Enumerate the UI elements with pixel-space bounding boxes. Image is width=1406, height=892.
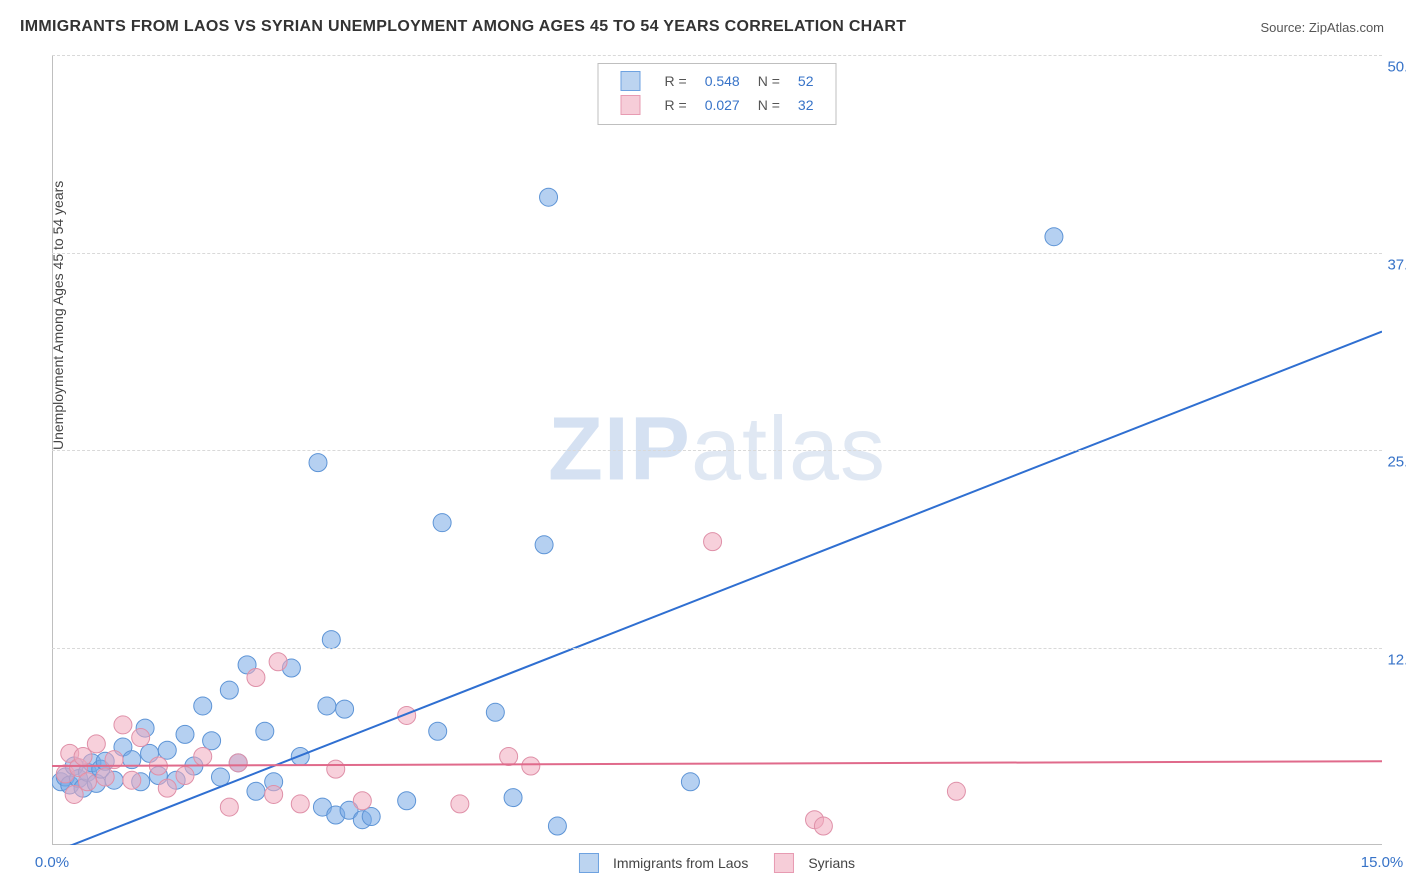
data-point (704, 533, 722, 551)
data-point (265, 785, 283, 803)
data-point (433, 514, 451, 532)
legend-stats-row: R =0.027N =32 (613, 94, 822, 116)
data-point (176, 766, 194, 784)
data-point (158, 779, 176, 797)
legend-stats-row: R =0.548N =52 (613, 70, 822, 92)
data-point (256, 722, 274, 740)
y-tick-label: 50.0% (1387, 59, 1406, 76)
plot-area: 12.5%25.0%37.5%50.0%0.0%15.0% (52, 55, 1382, 845)
legend-series: Immigrants from Laos Syrians (579, 853, 855, 873)
trend-line (52, 761, 1382, 766)
grid-line (52, 450, 1382, 451)
data-point (522, 757, 540, 775)
data-point (429, 722, 447, 740)
chart-container: Unemployment Among Ages 45 to 54 years Z… (52, 55, 1382, 845)
y-tick-label: 25.0% (1387, 454, 1406, 471)
data-point (548, 817, 566, 835)
legend-swatch (621, 95, 641, 115)
data-point (194, 697, 212, 715)
legend-series-item: Immigrants from Laos (579, 853, 748, 873)
data-point (486, 703, 504, 721)
legend-series-label: Immigrants from Laos (613, 855, 748, 871)
data-point (220, 798, 238, 816)
n-label: N = (750, 94, 788, 116)
data-point (114, 716, 132, 734)
n-label: N = (750, 70, 788, 92)
data-point (336, 700, 354, 718)
data-point (535, 536, 553, 554)
data-point (504, 789, 522, 807)
data-point (269, 653, 287, 671)
data-point (451, 795, 469, 813)
legend-stats-table: R =0.548N =52R =0.027N =32 (611, 68, 824, 118)
data-point (398, 792, 416, 810)
x-tick-label: 15.0% (1361, 854, 1404, 871)
r-value: 0.548 (697, 70, 748, 92)
n-value: 52 (790, 70, 822, 92)
data-point (500, 748, 518, 766)
data-point (318, 697, 336, 715)
legend-stats: R =0.548N =52R =0.027N =32 (598, 63, 837, 125)
data-point (1045, 228, 1063, 246)
data-point (229, 754, 247, 772)
data-point (123, 771, 141, 789)
x-tick-label: 0.0% (35, 854, 69, 871)
data-point (176, 725, 194, 743)
trend-line (52, 332, 1382, 846)
data-point (194, 748, 212, 766)
data-point (158, 741, 176, 759)
grid-line (52, 253, 1382, 254)
n-value: 32 (790, 94, 822, 116)
data-point (540, 188, 558, 206)
y-tick-label: 12.5% (1387, 651, 1406, 668)
data-point (353, 792, 371, 810)
data-point (322, 631, 340, 649)
data-point (947, 782, 965, 800)
data-point (814, 817, 832, 835)
grid-line (52, 55, 1382, 56)
legend-swatch (774, 853, 794, 873)
data-point (247, 669, 265, 687)
data-point (681, 773, 699, 791)
data-point (220, 681, 238, 699)
data-point (96, 768, 114, 786)
legend-series-item: Syrians (774, 853, 855, 873)
r-value: 0.027 (697, 94, 748, 116)
chart-title: IMMIGRANTS FROM LAOS VS SYRIAN UNEMPLOYM… (20, 18, 906, 36)
data-point (291, 795, 309, 813)
data-point (309, 454, 327, 472)
data-point (78, 773, 96, 791)
source-attribution: Source: ZipAtlas.com (1260, 20, 1384, 35)
data-point (203, 732, 221, 750)
data-point (247, 782, 265, 800)
legend-series-label: Syrians (808, 855, 855, 871)
r-label: R = (657, 70, 695, 92)
data-point (327, 760, 345, 778)
r-label: R = (657, 94, 695, 116)
data-point (87, 735, 105, 753)
y-tick-label: 37.5% (1387, 256, 1406, 273)
grid-line (52, 648, 1382, 649)
data-point (132, 729, 150, 747)
legend-swatch (579, 853, 599, 873)
data-point (362, 808, 380, 826)
legend-swatch (621, 71, 641, 91)
